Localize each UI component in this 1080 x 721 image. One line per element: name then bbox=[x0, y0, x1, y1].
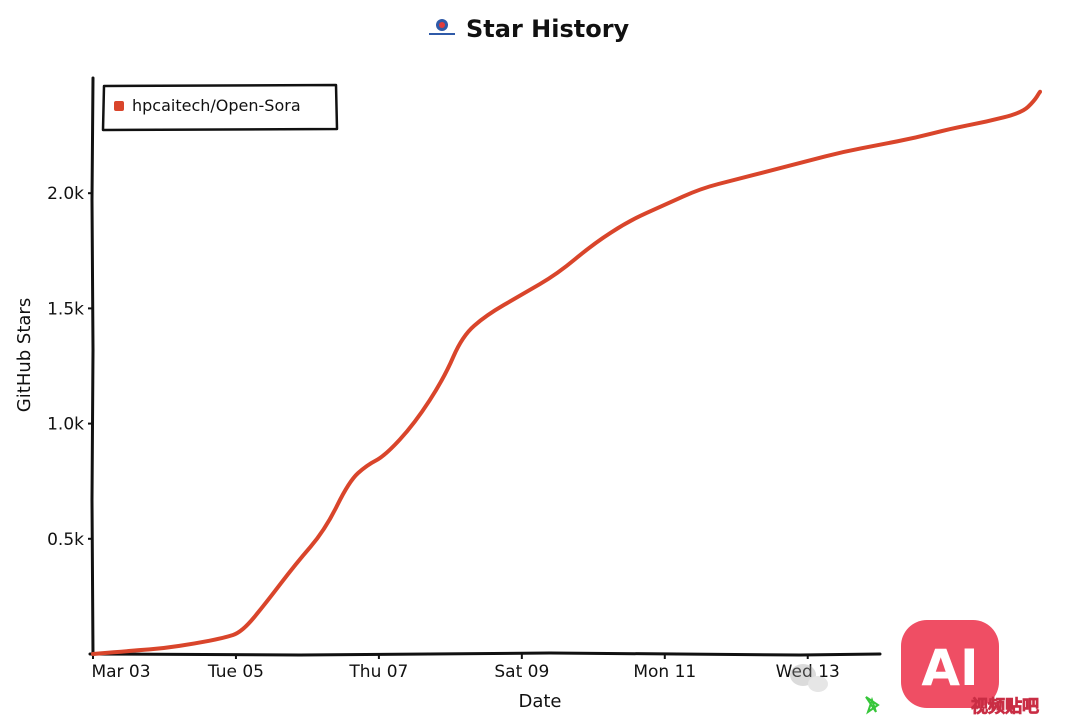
series-line-open-sora bbox=[91, 89, 1042, 656]
x-tick-label: Mon 11 bbox=[633, 662, 696, 682]
y-tick-label: 2.0k bbox=[47, 184, 84, 204]
chart-title-group: Star History bbox=[429, 15, 630, 43]
y-ticks: 0.5k 1.0k 1.5k 2.0k bbox=[47, 184, 93, 550]
chart-title: Star History bbox=[466, 15, 630, 43]
y-tick-label: 0.5k bbox=[47, 530, 84, 550]
legend: hpcaitech/Open-Sora bbox=[101, 83, 339, 132]
x-tick-label: Sat 09 bbox=[494, 662, 549, 682]
y-axis-title: GitHub Stars bbox=[14, 298, 35, 412]
x-tick-label: Wed 13 bbox=[776, 662, 840, 682]
y-axis-line bbox=[90, 76, 95, 657]
ai-video-badge: AI 视频贴吧 bbox=[901, 620, 1039, 717]
badge-sub-text: 视频贴吧 bbox=[971, 696, 1039, 717]
legend-box bbox=[101, 83, 339, 132]
y-tick-label: 1.5k bbox=[47, 299, 84, 319]
legend-label: hpcaitech/Open-Sora bbox=[132, 96, 301, 115]
x-tick-label: Thu 07 bbox=[348, 662, 408, 682]
x-axis-line bbox=[88, 651, 882, 657]
axes bbox=[88, 76, 882, 657]
sparkle-watermark-icon bbox=[865, 696, 880, 715]
badge-main-text: AI bbox=[921, 639, 978, 697]
x-axis-title: Date bbox=[518, 691, 561, 712]
y-tick-label: 1.0k bbox=[47, 415, 84, 435]
hpc-ai-logo-icon bbox=[429, 19, 455, 35]
x-tick-label: Mar 03 bbox=[91, 662, 150, 682]
wechat-watermark-icon bbox=[790, 664, 828, 692]
legend-swatch bbox=[114, 101, 124, 111]
badge-background bbox=[901, 620, 999, 708]
x-tick-label: Tue 05 bbox=[207, 662, 264, 682]
